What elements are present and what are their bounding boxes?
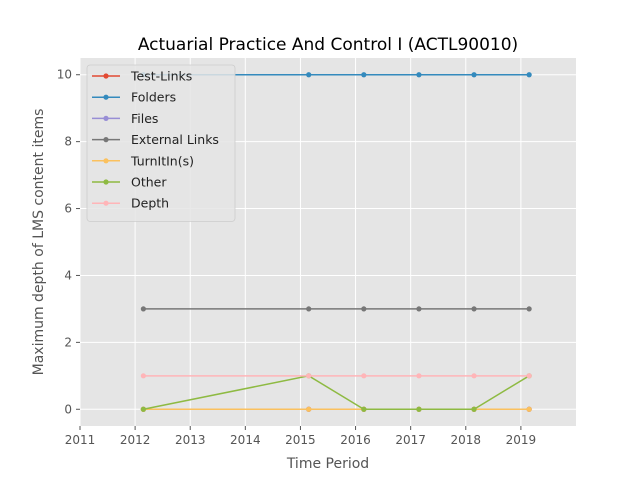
data-point-depth	[361, 373, 367, 379]
legend-box	[86, 64, 236, 222]
legend-entry-turnitin-s: TurnItIn(s)	[92, 153, 194, 168]
data-point-external-links	[471, 306, 477, 312]
x-tick-label: 2019	[506, 433, 537, 447]
chart-title: Actuarial Practice And Control I (ACTL90…	[138, 35, 518, 55]
legend-swatch-marker	[103, 137, 109, 143]
y-tick-label: 0	[64, 402, 72, 416]
y-tick-label: 8	[64, 135, 72, 149]
data-point-depth	[526, 373, 532, 379]
x-tick-label: 2016	[340, 433, 371, 447]
series-layer	[140, 72, 532, 412]
y-tick-label: 2	[64, 335, 72, 349]
legend-label: Files	[131, 111, 158, 126]
data-point-folders	[526, 72, 532, 78]
data-point-other	[471, 406, 477, 412]
x-tick-label: 2015	[285, 433, 316, 447]
y-axis-label: Maximum depth of LMS content items	[31, 109, 47, 376]
x-tick-label: 2017	[395, 433, 426, 447]
legend-swatch-marker	[103, 158, 109, 164]
data-point-other	[361, 406, 367, 412]
legend-label: Folders	[131, 90, 176, 105]
legend-swatch-marker	[103, 115, 109, 121]
data-point-external-links	[526, 306, 532, 312]
data-point-other	[416, 406, 422, 412]
legend-label: Other	[131, 175, 167, 190]
y-tick-label: 4	[64, 268, 72, 282]
legend-swatch-marker	[103, 200, 109, 206]
x-axis-ticks: 2011 2012 2013 2014 2015 2016 2017 2018 2019	[65, 426, 536, 447]
series-external-links	[140, 306, 532, 312]
data-point-folders	[471, 72, 477, 78]
legend-label: TurnItIn(s)	[130, 153, 194, 168]
data-point-folders	[361, 72, 367, 78]
x-tick-label: 2014	[230, 433, 261, 447]
legend-label: Depth	[131, 196, 169, 211]
data-point-external-links	[140, 306, 146, 312]
data-point-turnitin-s	[306, 406, 312, 412]
x-axis-label: Time Period	[286, 456, 369, 472]
y-axis-ticks: 0 2 4 6 8 10	[57, 68, 80, 416]
data-point-folders	[416, 72, 422, 78]
legend-entry-files: Files	[92, 111, 158, 126]
x-tick-label: 2011	[65, 433, 96, 447]
y-tick-label: 10	[57, 68, 72, 82]
legend-entry-folders: Folders	[92, 90, 176, 105]
data-point-turnitin-s	[526, 406, 532, 412]
data-point-external-links	[416, 306, 422, 312]
legend-swatch-marker	[103, 179, 109, 185]
data-point-depth	[416, 373, 422, 379]
data-point-external-links	[306, 306, 312, 312]
legend-entry-test-links: Test-Links	[92, 69, 192, 84]
legend-entry-depth: Depth	[92, 196, 169, 211]
data-point-external-links	[361, 306, 367, 312]
legend-label: Test-Links	[130, 69, 192, 84]
x-tick-label: 2012	[120, 433, 151, 447]
legend-entry-other: Other	[92, 175, 167, 190]
data-point-other	[140, 406, 146, 412]
data-point-depth	[140, 373, 146, 379]
data-point-depth	[306, 373, 312, 379]
legend-label: External Links	[131, 132, 219, 147]
series-depth	[140, 373, 532, 379]
data-point-depth	[471, 373, 477, 379]
legend-swatch-marker	[103, 73, 109, 79]
series-line-other	[143, 375, 530, 411]
data-point-folders	[306, 72, 312, 78]
x-tick-label: 2018	[451, 433, 482, 447]
legend-entry-external-links: External Links	[92, 132, 219, 147]
x-tick-label: 2013	[175, 433, 206, 447]
legend: Test-Links Folders Files External Links Turn…	[86, 64, 236, 222]
legend-swatch-marker	[103, 94, 109, 100]
y-tick-label: 6	[64, 202, 72, 216]
